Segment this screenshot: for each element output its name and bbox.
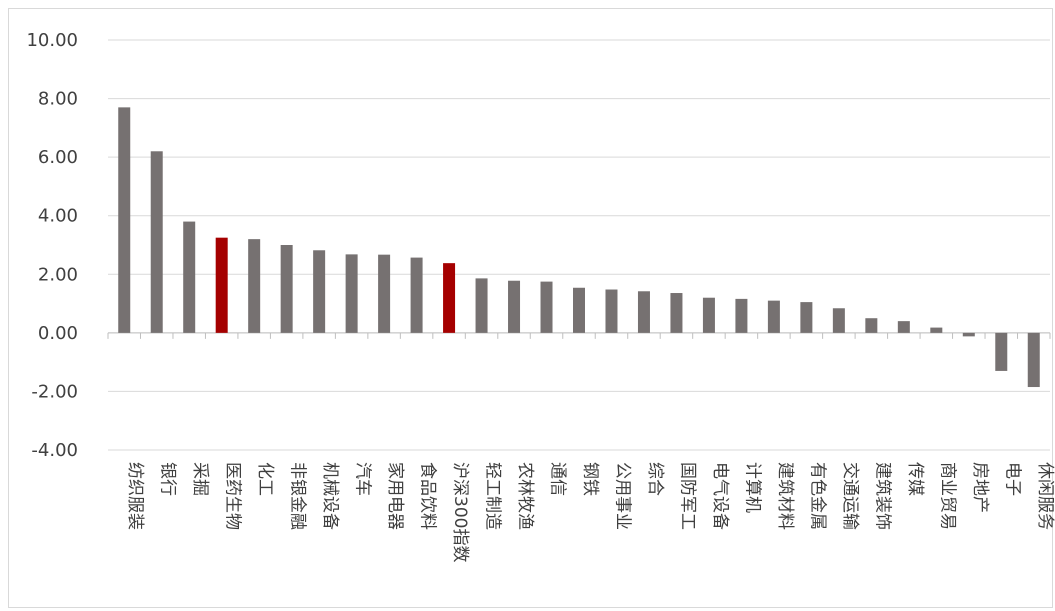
bar — [443, 263, 456, 333]
category-label: 电气设备 — [710, 462, 730, 530]
category-label: 采掘 — [190, 462, 210, 496]
bar — [378, 254, 391, 333]
category-label: 农林牧渔 — [515, 462, 535, 530]
bar — [637, 291, 650, 333]
category-label: 机械设备 — [320, 462, 340, 530]
bar — [702, 297, 715, 333]
category-label: 休闲服务 — [1035, 462, 1055, 530]
y-tick-label: 6.00 — [38, 147, 78, 168]
category-label: 建筑装饰 — [872, 462, 892, 530]
chart-frame — [8, 8, 1053, 608]
category-label: 非银金融 — [288, 462, 308, 530]
category-label: 有色金属 — [807, 462, 827, 530]
bar — [118, 107, 131, 333]
category-label: 纺织服装 — [125, 462, 145, 530]
category-label: 银行 — [158, 462, 178, 496]
bar — [475, 278, 488, 333]
category-label: 交通运输 — [840, 462, 860, 530]
y-tick-label: 0.00 — [38, 323, 78, 344]
category-label: 汽车 — [353, 462, 373, 496]
bar — [865, 318, 878, 333]
category-label: 电子 — [1002, 462, 1022, 496]
y-tick-label: 10.00 — [26, 30, 78, 51]
category-label: 商业贸易 — [937, 462, 957, 530]
y-tick-label: 8.00 — [38, 89, 78, 110]
category-label: 沪深300指数 — [450, 462, 470, 562]
category-label: 医药生物 — [223, 462, 243, 530]
category-label: 轻工制造 — [483, 462, 503, 530]
bar — [897, 321, 910, 333]
category-label: 钢铁 — [580, 462, 600, 496]
y-tick-label: 2.00 — [38, 264, 78, 285]
bar — [313, 250, 326, 333]
bar — [605, 289, 618, 333]
bar — [832, 308, 845, 333]
bar — [573, 287, 585, 333]
category-label: 计算机 — [742, 462, 762, 513]
y-tick-label: -4.00 — [31, 440, 78, 461]
bar — [1027, 332, 1040, 388]
bar — [540, 281, 553, 333]
bar — [248, 239, 261, 333]
bar — [150, 151, 163, 333]
category-label: 国防军工 — [677, 462, 697, 530]
category-label: 化工 — [255, 462, 275, 496]
bar — [508, 280, 521, 333]
category-label: 房地产 — [970, 462, 990, 513]
bar — [215, 237, 228, 333]
bar — [930, 327, 943, 333]
bar — [995, 332, 1008, 371]
category-label: 综合 — [645, 462, 665, 496]
category-label: 食品饮料 — [418, 462, 438, 530]
category-label: 公用事业 — [612, 462, 632, 530]
category-label: 传媒 — [905, 462, 925, 496]
y-tick-label: -2.00 — [31, 381, 78, 402]
category-label: 家用电器 — [385, 462, 405, 530]
category-label: 建筑材料 — [775, 462, 795, 530]
bar — [670, 293, 683, 333]
bar — [735, 298, 748, 333]
bar — [767, 300, 780, 333]
bar — [280, 245, 293, 333]
category-label: 通信 — [548, 462, 568, 496]
bar — [410, 257, 423, 333]
bar — [800, 302, 813, 333]
bar — [345, 254, 358, 333]
bar — [183, 221, 196, 333]
bar — [962, 332, 975, 337]
y-tick-label: 4.00 — [38, 206, 78, 227]
